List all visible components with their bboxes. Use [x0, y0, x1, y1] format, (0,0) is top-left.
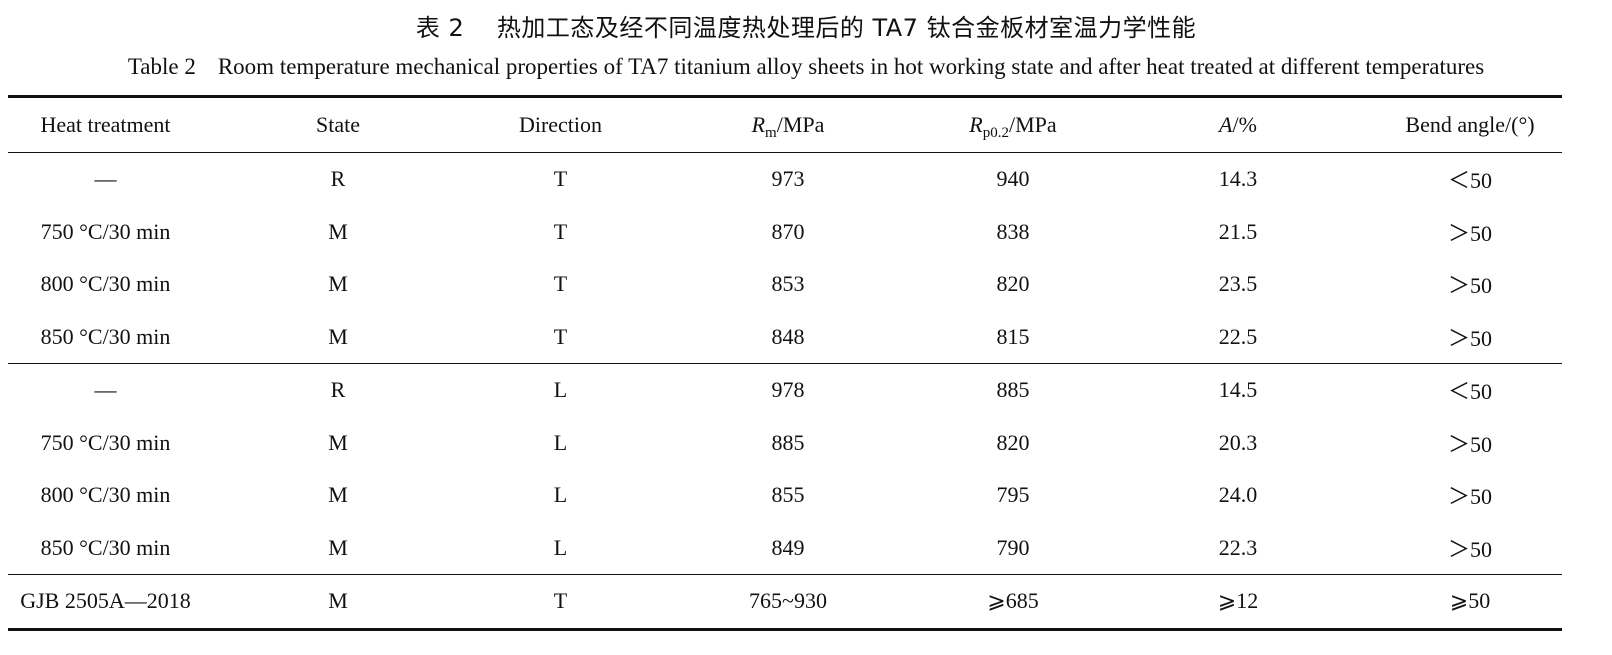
cell-direction: L	[553, 534, 568, 560]
cell-rm: 849	[771, 534, 805, 560]
cell-state: M	[328, 588, 348, 614]
cell-state: R	[330, 377, 346, 403]
table-row: 750 °C/30 min M L 885 820 20.3 ＞50	[8, 417, 1562, 470]
cell-heat-treatment: GJB 2505A—2018	[20, 588, 191, 614]
header-elongation: A/%	[1098, 97, 1378, 153]
cell-bend-angle: ＜50	[1447, 168, 1492, 194]
cell-bend-angle: ＞50	[1447, 484, 1492, 510]
caption-en-text: Room temperature mechanical properties o…	[217, 54, 1485, 79]
cell-heat-treatment: 850 °C/30 min	[40, 534, 171, 560]
a-symbol: A	[1219, 112, 1233, 137]
cell-rm: 765~930	[749, 588, 827, 614]
cell-rm: 848	[771, 323, 805, 349]
cell-elongation: 14.3	[1218, 166, 1258, 192]
cell-rp02: ⩾685	[987, 588, 1039, 614]
header-rp02: Rp0.2/MPa	[928, 97, 1098, 153]
cell-direction: T	[553, 323, 568, 349]
cell-heat-treatment: 800 °C/30 min	[40, 482, 171, 508]
cell-heat-treatment: 850 °C/30 min	[40, 323, 171, 349]
cell-rm: 973	[771, 166, 805, 192]
header-direction: Direction	[518, 112, 603, 137]
cell-direction: L	[553, 482, 568, 508]
cell-heat-treatment: —	[94, 166, 117, 192]
cell-elongation: 22.5	[1218, 323, 1258, 349]
table-caption-english: Table 2 Room temperature mechanical prope…	[0, 54, 1612, 80]
rp-subscript: p0.2	[982, 125, 1009, 141]
rm-unit: /MPa	[776, 112, 825, 137]
cell-rm: 978	[771, 377, 805, 403]
table-row: GJB 2505A—2018 M T 765~930 ⩾685 ⩾12 ⩾50	[8, 575, 1562, 629]
cell-elongation: 22.3	[1218, 534, 1258, 560]
cell-rp02: 838	[996, 218, 1030, 244]
header-heat-treatment: Heat treatment	[40, 112, 171, 137]
cell-rp02: 885	[996, 377, 1030, 403]
caption-cn-label: 表 2	[415, 14, 465, 42]
table-row: — R T 973 940 14.3 ＜50	[8, 153, 1562, 206]
cell-state: M	[328, 271, 348, 297]
cell-rp02: 940	[996, 166, 1030, 192]
cell-state: M	[328, 218, 348, 244]
cell-rp02: 790	[996, 534, 1030, 560]
cell-rm: 870	[771, 218, 805, 244]
table-caption-chinese: 表 2 热加工态及经不同温度热处理后的 TA7 钛合金板材室温力学性能	[0, 8, 1612, 43]
header-bend-angle: Bend angle/(°)	[1405, 112, 1535, 137]
cell-direction: T	[553, 166, 568, 192]
cell-direction: T	[553, 588, 568, 614]
cell-direction: T	[553, 271, 568, 297]
table-row: — R L 978 885 14.5 ＜50	[8, 364, 1562, 417]
rp-symbol: R	[969, 112, 983, 137]
cell-state: M	[328, 534, 348, 560]
cell-direction: L	[553, 429, 568, 455]
cell-direction: L	[553, 377, 568, 403]
header-rm: Rm/MPa	[648, 97, 928, 153]
table-row: 800 °C/30 min M L 855 795 24.0 ＞50	[8, 469, 1562, 522]
rm-subscript: m	[765, 125, 777, 141]
cell-elongation: ⩾12	[1217, 588, 1259, 614]
cell-bend-angle: ＞50	[1447, 220, 1492, 246]
cell-bend-angle: ⩾50	[1449, 588, 1491, 614]
mechanical-properties-table: Heat treatment State Direction Rm/MPa Rp…	[8, 95, 1562, 631]
cell-elongation: 23.5	[1218, 271, 1258, 297]
cell-rp02: 820	[996, 271, 1030, 297]
cell-elongation: 21.5	[1218, 218, 1258, 244]
header-state: State	[316, 112, 360, 137]
cell-rm: 855	[771, 482, 805, 508]
cell-bend-angle: ＞50	[1447, 273, 1492, 299]
cell-state: M	[328, 429, 348, 455]
cell-rm: 853	[771, 271, 805, 297]
cell-rp02: 820	[996, 429, 1030, 455]
cell-heat-treatment: 800 °C/30 min	[40, 271, 171, 297]
cell-heat-treatment: —	[94, 377, 117, 403]
rp-unit: /MPa	[1009, 112, 1057, 137]
cell-rp02: 795	[996, 482, 1030, 508]
cell-heat-treatment: 750 °C/30 min	[40, 429, 171, 455]
cell-heat-treatment: 750 °C/30 min	[40, 218, 171, 244]
cell-bend-angle: ＜50	[1447, 379, 1492, 405]
cell-rp02: 815	[996, 323, 1030, 349]
cell-elongation: 14.5	[1218, 377, 1258, 403]
header-row: Heat treatment State Direction Rm/MPa Rp…	[8, 96, 1562, 153]
cell-bend-angle: ＞50	[1447, 325, 1492, 351]
caption-en-label: Table 2	[127, 54, 196, 79]
cell-elongation: 20.3	[1218, 429, 1258, 455]
a-unit: /%	[1232, 112, 1257, 137]
table-row: 750 °C/30 min M T 870 838 21.5 ＞50	[8, 206, 1562, 259]
cell-rm: 885	[771, 429, 805, 455]
cell-state: M	[328, 482, 348, 508]
table-row: 800 °C/30 min M T 853 820 23.5 ＞50	[8, 258, 1562, 311]
cell-state: R	[330, 166, 346, 192]
cell-direction: T	[553, 218, 568, 244]
caption-cn-text: 热加工态及经不同温度热处理后的 TA7 钛合金板材室温力学性能	[496, 14, 1197, 42]
cell-state: M	[328, 323, 348, 349]
rm-symbol: R	[751, 112, 766, 137]
table-row: 850 °C/30 min M T 848 815 22.5 ＞50	[8, 311, 1562, 364]
table-row: 850 °C/30 min M L 849 790 22.3 ＞50	[8, 522, 1562, 575]
cell-bend-angle: ＞50	[1447, 536, 1492, 562]
cell-elongation: 24.0	[1218, 482, 1258, 508]
cell-bend-angle: ＞50	[1447, 431, 1492, 457]
